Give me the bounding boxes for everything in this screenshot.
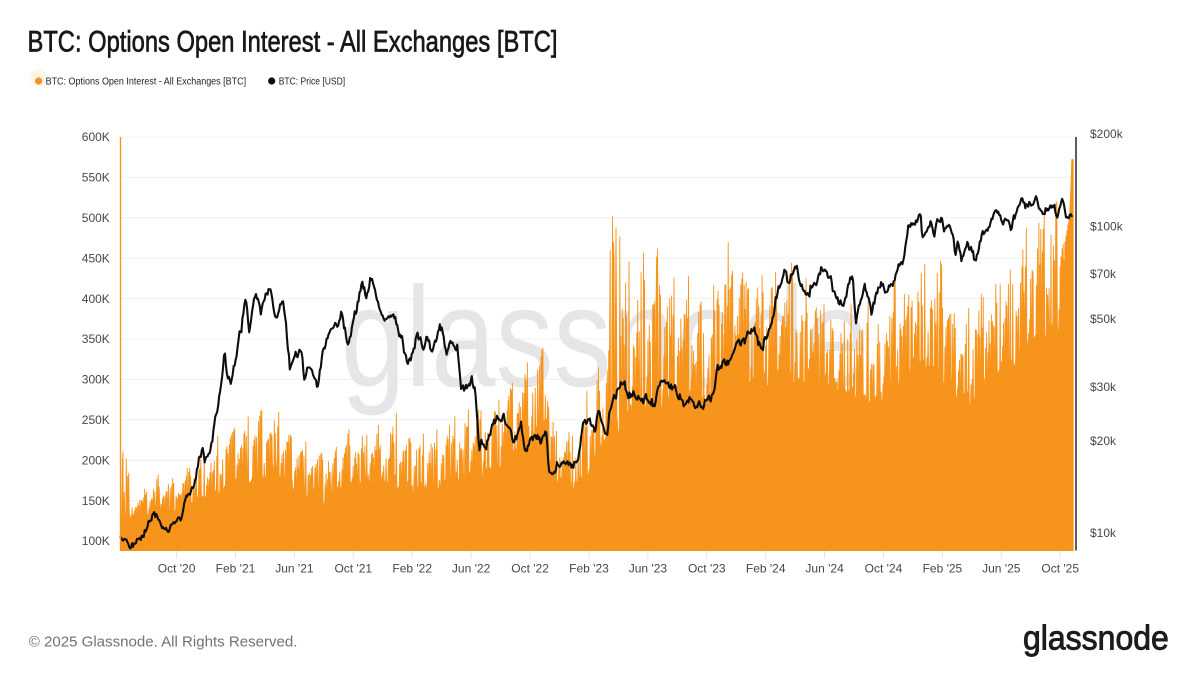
svg-text:Jun '23: Jun '23 [629,562,668,576]
svg-text:Feb '23: Feb '23 [569,562,609,576]
svg-text:Jun '21: Jun '21 [275,562,314,576]
svg-text:$100k: $100k [1090,220,1124,234]
svg-text:BTC: Options Open Interest - A: BTC: Options Open Interest - All Exchang… [28,26,558,59]
svg-text:Jun '24: Jun '24 [805,562,844,576]
svg-text:$10k: $10k [1090,526,1117,540]
svg-text:$200k: $200k [1090,127,1124,141]
svg-text:$70k: $70k [1090,267,1117,281]
svg-text:Oct '24: Oct '24 [865,562,903,576]
svg-text:600K: 600K [82,130,110,144]
svg-text:100K: 100K [82,534,110,548]
svg-text:300K: 300K [82,373,110,387]
svg-text:350K: 350K [82,332,110,346]
svg-text:Oct '20: Oct '20 [158,562,196,576]
svg-text:© 2025 Glassnode. All Rights R: © 2025 Glassnode. All Rights Reserved. [29,633,298,650]
svg-text:250K: 250K [82,413,110,427]
svg-text:Oct '22: Oct '22 [511,562,549,576]
svg-text:glassnode: glassnode [1023,620,1169,658]
svg-text:Oct '23: Oct '23 [688,562,726,576]
svg-text:Feb '25: Feb '25 [923,562,963,576]
svg-text:$50k: $50k [1090,312,1117,326]
svg-text:150K: 150K [82,494,110,508]
svg-text:Oct '25: Oct '25 [1041,562,1079,576]
svg-text:Feb '24: Feb '24 [746,562,786,576]
svg-text:Feb '22: Feb '22 [392,562,432,576]
svg-text:Feb '21: Feb '21 [216,562,256,576]
svg-text:500K: 500K [82,211,110,225]
svg-text:BTC: Price [USD]: BTC: Price [USD] [279,77,346,88]
svg-text:400K: 400K [82,292,110,306]
svg-text:450K: 450K [82,251,110,265]
svg-text:Oct '21: Oct '21 [334,562,372,576]
svg-text:200K: 200K [82,453,110,467]
svg-text:BTC: Options Open Interest - A: BTC: Options Open Interest - All Exchang… [46,77,247,88]
svg-text:Jun '22: Jun '22 [452,562,491,576]
svg-text:Jun '25: Jun '25 [982,562,1021,576]
svg-text:$20k: $20k [1090,434,1117,448]
svg-text:$30k: $30k [1090,380,1117,394]
svg-text:550K: 550K [82,171,110,185]
